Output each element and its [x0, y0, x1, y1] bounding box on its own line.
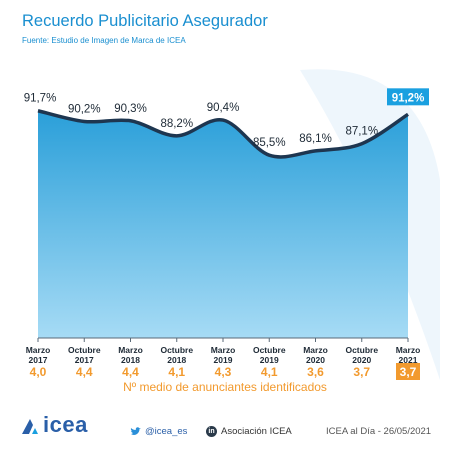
secondary-value: 4,4	[122, 365, 139, 379]
linkedin-icon: in	[206, 426, 217, 437]
secondary-layer: 4,0 4,4 4,4 4,1 4,3 4,1 3,6 3,7 3,7	[30, 363, 420, 380]
icea-logo-icon	[22, 419, 38, 434]
chart-svg: 91,7% 90,2% 90,3% 88,2% 90,4% 85,5% 86,1% 87,1%…	[24, 69, 440, 380]
date-stamp: ICEA al Día - 26/05/2021	[326, 426, 432, 437]
x-tick-label: Marzo 2017	[26, 345, 51, 365]
series-area	[38, 110, 408, 338]
twitter-handle: @icea_es	[145, 426, 188, 437]
tick-layer: Marzo 2017 Octubre 2017 Marzo 2018 Octubre 2018…	[26, 345, 421, 365]
x-tick-label: Octubre 2017	[68, 345, 101, 365]
series-line	[37, 109, 409, 159]
brand-name: icea	[43, 412, 88, 437]
value-label: 90,2%	[68, 103, 101, 115]
secondary-value: 4,4	[76, 365, 93, 379]
area-layer	[37, 109, 409, 338]
linkedin-link[interactable]: in Asociación ICEA	[206, 426, 292, 437]
chart-title: Recuerdo Publicitario Asegurador	[22, 12, 268, 30]
x-tick-label: Octubre 2018	[160, 345, 193, 365]
value-label-highlight	[387, 88, 429, 106]
value-label: 90,3%	[114, 103, 147, 115]
axis-layer	[37, 337, 409, 342]
secondary-value: 3,6	[307, 365, 324, 379]
value-label: 88,2%	[160, 118, 193, 130]
secondary-value-highlight	[396, 363, 420, 380]
secondary-value: 3,7	[400, 365, 417, 379]
secondary-value: 3,7	[353, 365, 370, 379]
value-label: 87,1%	[345, 126, 378, 138]
x-tick-label: Marzo 2019	[211, 345, 236, 365]
linkedin-name: Asociación ICEA	[221, 426, 292, 437]
x-tick-label: Marzo 2021	[396, 345, 421, 365]
secondary-value: 4,1	[168, 365, 185, 379]
value-label: 91,2%	[392, 92, 425, 104]
twitter-bird-icon	[130, 426, 141, 435]
value-label: 85,5%	[253, 137, 286, 149]
x-tick-label: Octubre 2020	[345, 345, 378, 365]
secondary-value: 4,3	[215, 365, 232, 379]
chart-source: Fuente: Estudio de Imagen de Marca de IC…	[22, 36, 186, 45]
secondary-value: 4,0	[30, 365, 47, 379]
value-label: 91,7%	[24, 93, 57, 105]
x-tick-label: Marzo 2020	[303, 345, 328, 365]
secondary-value: 4,1	[261, 365, 278, 379]
twitter-link[interactable]: @icea_es	[130, 426, 187, 437]
x-tick-label: Marzo 2018	[118, 345, 143, 365]
label-layer: 91,7% 90,2% 90,3% 88,2% 90,4% 85,5% 86,1% 87,1%…	[24, 88, 429, 149]
icea-logo: icea	[20, 414, 88, 436]
secondary-caption: Nº medio de anunciantes identificados	[123, 380, 327, 394]
value-label: 90,4%	[207, 102, 240, 114]
x-tick-label: Octubre 2019	[253, 345, 286, 365]
value-label: 86,1%	[299, 133, 332, 145]
